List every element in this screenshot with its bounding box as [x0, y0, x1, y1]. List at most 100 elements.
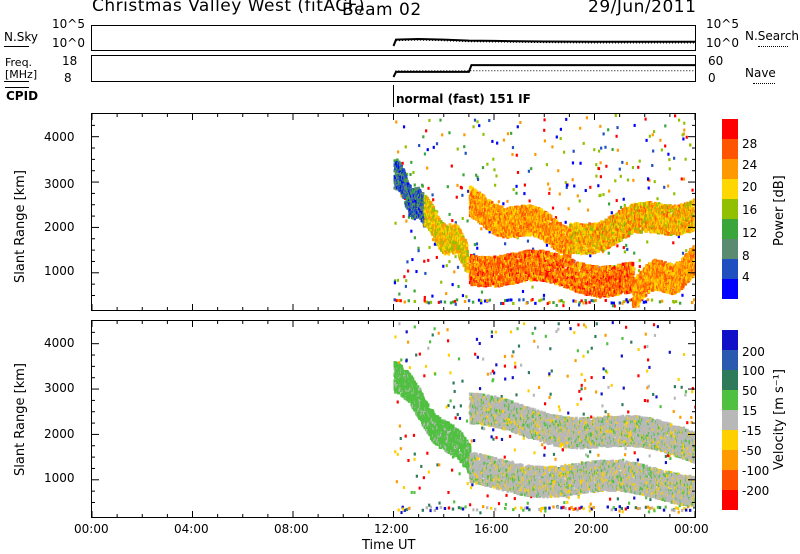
- power-svg-cell: [404, 174, 408, 179]
- power-svg-speckle: [599, 175, 602, 179]
- power-svg-cell: [490, 213, 494, 217]
- power-svg-speckle: [678, 301, 682, 305]
- freq-unit: [MHz]: [5, 68, 37, 81]
- power-svg-cell: [496, 233, 500, 237]
- power-svg-cell: [568, 254, 572, 259]
- power-svg-cell: [625, 225, 628, 229]
- power-svg-speckle: [493, 168, 496, 172]
- power-svg-speckle: [573, 184, 576, 188]
- power-svg-speckle: [681, 251, 685, 255]
- power-svg-speckle: [450, 164, 453, 168]
- power-svg-speckle: [584, 298, 587, 302]
- power-svg-speckle: [502, 301, 505, 305]
- power-svg-speckle: [614, 179, 617, 183]
- power-svg-cell: [396, 176, 399, 180]
- power-svg-cell: [529, 204, 532, 208]
- power-svg-speckle: [589, 254, 592, 258]
- power-svg-cell: [581, 226, 584, 231]
- power-svg-speckle: [432, 198, 435, 202]
- power-svg-cell: [464, 239, 468, 243]
- power-svg-speckle: [622, 197, 625, 201]
- power-svg-speckle: [411, 258, 414, 262]
- power-svg-speckle: [558, 192, 561, 196]
- nsky-plot: [392, 37, 695, 47]
- power-svg-cell: [524, 224, 528, 228]
- power-svg-speckle: [530, 298, 533, 302]
- freq-label: Freq.: [5, 56, 32, 69]
- power-svg-speckle: [656, 197, 659, 201]
- power-svg-speckle: [409, 172, 412, 176]
- power-svg-speckle: [648, 179, 651, 183]
- power-svg-speckle: [448, 131, 451, 135]
- power-svg-speckle: [565, 117, 568, 121]
- power-svg-speckle: [562, 300, 565, 304]
- power-svg-speckle: [417, 246, 420, 250]
- power-svg-speckle: [577, 303, 581, 307]
- power-svg-speckle: [464, 151, 467, 155]
- power-svg-cell: [426, 217, 429, 222]
- power-svg-speckle: [531, 247, 535, 251]
- power-svg-speckle: [518, 298, 521, 302]
- power-svg-cell: [469, 205, 473, 210]
- power-svg-speckle: [486, 162, 489, 166]
- power-svg-cell: [479, 197, 483, 202]
- power-svg-speckle: [448, 212, 451, 216]
- power-ytick-4000: 4000: [44, 130, 75, 144]
- power-svg-speckle: [685, 135, 688, 139]
- power-svg-cell: [449, 240, 453, 244]
- power-svg-cell: [419, 190, 422, 194]
- power-svg-cell: [418, 189, 422, 193]
- power-svg-speckle: [600, 146, 603, 150]
- power-svg-cell: [554, 230, 558, 234]
- power-svg-speckle: [548, 191, 551, 195]
- power-svg-speckle: [543, 118, 546, 122]
- power-svg-speckle: [418, 144, 421, 148]
- power-svg-speckle: [515, 184, 518, 188]
- power-svg-speckle: [673, 156, 676, 160]
- power-svg-speckle: [463, 299, 467, 303]
- power-svg-cell: [398, 169, 402, 173]
- power-svg-cell: [490, 201, 494, 205]
- power-svg-speckle: [482, 132, 485, 136]
- power-svg-speckle: [592, 299, 595, 303]
- freq-plot: [392, 64, 695, 78]
- power-svg-speckle: [602, 132, 605, 136]
- power-svg-speckle: [607, 251, 610, 255]
- power-svg-speckle: [510, 131, 513, 135]
- power-svg-cell: [546, 211, 549, 216]
- power-svg-cell: [407, 210, 411, 214]
- power-svg-cell: [556, 221, 559, 225]
- power-svg-cell: [510, 233, 514, 237]
- power-svg-cell: [480, 196, 483, 200]
- power-svg-speckle: [516, 125, 519, 129]
- power-svg-speckle: [496, 141, 499, 145]
- power-svg-cell: [465, 243, 469, 247]
- power-svg-cell: [505, 219, 509, 224]
- power-svg-cell: [494, 210, 497, 214]
- nsky-tick-bottom: 10^0: [52, 36, 85, 50]
- power-ytick-3000: 3000: [44, 177, 75, 191]
- power-svg-speckle: [461, 216, 464, 220]
- power-svg-speckle: [405, 279, 408, 283]
- power-svg-cell: [568, 231, 572, 235]
- power-svg-speckle: [611, 147, 614, 151]
- power-svg-speckle: [423, 295, 426, 299]
- power-svg-cell: [515, 226, 518, 230]
- power-svg-speckle: [642, 300, 646, 304]
- power-panel: [91, 113, 696, 311]
- power-svg-speckle: [554, 216, 558, 220]
- power-svg-speckle: [674, 114, 677, 118]
- power-svg-speckle: [477, 298, 481, 302]
- power-svg-speckle: [463, 145, 466, 149]
- power-svg-speckle: [472, 125, 475, 129]
- power-svg-speckle: [608, 202, 611, 206]
- power-ylabel: Slant Range [km]: [13, 170, 28, 283]
- power-svg-cell: [580, 228, 584, 232]
- power-svg-cell: [420, 208, 424, 212]
- power-svg-speckle: [456, 265, 460, 269]
- power-svg-speckle: [652, 149, 655, 153]
- power-svg-speckle: [396, 278, 400, 282]
- power-svg-cell: [620, 237, 623, 241]
- power-svg-speckle: [456, 147, 459, 151]
- freq-series-line: [392, 64, 695, 78]
